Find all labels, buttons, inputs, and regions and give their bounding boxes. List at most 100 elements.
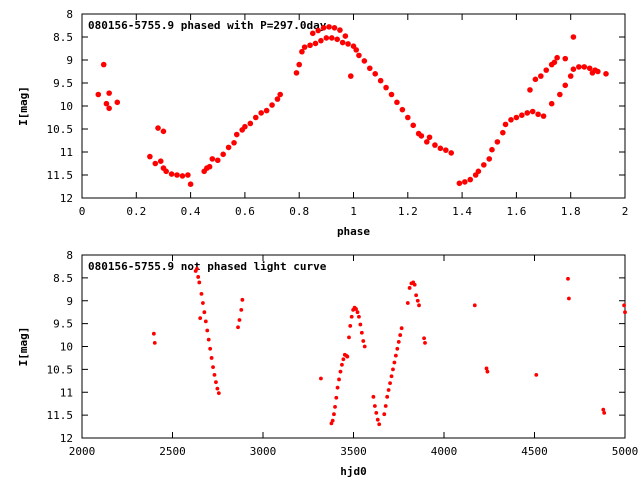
data-point xyxy=(345,41,351,47)
phased-light-curve-panel: 0 0.2 0.4 0.6 0.8 1 1.2 1.4 1.6 1.8 2 8 8.5 9 9.5 10 10.… xyxy=(17,8,628,238)
data-point xyxy=(100,61,107,68)
data-point xyxy=(179,173,186,179)
y-tick-label: 11 xyxy=(60,386,73,399)
data-point xyxy=(338,369,343,374)
data-point xyxy=(424,139,430,145)
data-point xyxy=(357,314,361,319)
data-point xyxy=(208,346,213,351)
data-point xyxy=(309,30,316,37)
data-point xyxy=(475,168,482,175)
data-point xyxy=(247,120,254,127)
data-point xyxy=(562,55,569,62)
x-tick-label: 2 xyxy=(622,205,629,218)
data-point xyxy=(359,330,364,335)
data-point xyxy=(157,158,164,164)
y-tick-label: 9 xyxy=(66,54,73,67)
data-point xyxy=(323,35,330,41)
unphased-light-curve-panel: 2000 2500 3000 3500 4000 4500 5000 8 8.5 9 9.5 10 10… xyxy=(17,249,638,478)
data-point xyxy=(330,418,335,423)
plot-title: 080156-5755.9 phased with P=297.0day xyxy=(88,19,327,32)
data-point xyxy=(372,71,379,77)
data-point xyxy=(320,25,327,31)
data-point xyxy=(412,282,417,287)
data-point xyxy=(513,114,520,121)
data-point xyxy=(333,404,337,409)
data-point xyxy=(622,303,626,308)
data-point xyxy=(570,66,577,72)
data-point xyxy=(358,322,363,327)
data-point xyxy=(393,353,398,358)
data-point xyxy=(566,296,571,301)
data-point xyxy=(456,180,463,187)
data-point xyxy=(372,404,377,408)
data-point xyxy=(152,340,157,345)
data-point xyxy=(318,37,324,44)
data-point xyxy=(432,142,438,148)
data-point xyxy=(198,316,203,321)
data-point xyxy=(383,404,388,408)
data-point xyxy=(114,99,121,106)
x-tick-label: 2000 xyxy=(69,445,96,458)
data-point xyxy=(237,318,242,322)
y-tick-label: 11.5 xyxy=(47,169,74,182)
data-point xyxy=(388,91,395,98)
data-point xyxy=(589,70,596,76)
data-point xyxy=(203,319,208,324)
data-point xyxy=(209,356,214,360)
data-point xyxy=(443,147,449,153)
data-point xyxy=(371,394,376,399)
data-point xyxy=(414,293,419,298)
data-point xyxy=(538,73,544,79)
data-point xyxy=(240,297,245,302)
data-point xyxy=(392,360,397,365)
data-point xyxy=(214,157,221,164)
data-point xyxy=(405,114,411,121)
data-point xyxy=(355,310,360,315)
data-point xyxy=(239,308,244,312)
data-point xyxy=(334,395,339,400)
data-point xyxy=(209,156,216,162)
plot-frame xyxy=(81,254,626,439)
data-point xyxy=(335,385,340,390)
data-point xyxy=(319,376,323,381)
data-point xyxy=(334,36,341,43)
x-tick-label: 0.8 xyxy=(289,205,309,218)
data-point xyxy=(586,65,593,72)
y-tick-label: 8 xyxy=(66,8,73,21)
data-point xyxy=(603,71,609,77)
data-point xyxy=(361,339,366,343)
y-tick-label: 9 xyxy=(66,295,73,308)
data-point xyxy=(405,301,410,305)
x-tick-label: 1.4 xyxy=(452,205,472,218)
data-point xyxy=(623,310,627,315)
data-point xyxy=(269,102,275,108)
x-tick-label: 0 xyxy=(79,205,86,218)
data-point xyxy=(485,369,490,374)
data-point xyxy=(353,47,360,53)
data-point xyxy=(341,357,346,362)
data-point xyxy=(326,24,332,30)
y-tick-label: 10 xyxy=(60,341,73,354)
data-point xyxy=(385,394,390,399)
y-tick-label: 10 xyxy=(60,100,73,113)
data-point xyxy=(106,90,112,96)
data-point xyxy=(103,100,110,107)
data-point xyxy=(231,140,237,146)
data-point xyxy=(581,64,588,70)
data-point xyxy=(366,65,373,72)
data-point xyxy=(398,333,403,337)
data-point xyxy=(349,314,354,319)
data-point xyxy=(570,34,577,40)
data-point xyxy=(337,27,343,33)
data-point xyxy=(195,266,199,271)
data-point xyxy=(258,110,264,116)
y-tick-label: 12 xyxy=(60,192,73,205)
x-axis-title: hjd0 xyxy=(340,465,367,478)
data-point xyxy=(315,27,322,34)
data-point xyxy=(337,377,341,382)
x-tick-label: 5000 xyxy=(612,445,639,458)
data-point xyxy=(472,303,477,308)
x-tick-label: 1.2 xyxy=(398,205,418,218)
x-tick-label: 3000 xyxy=(250,445,277,458)
